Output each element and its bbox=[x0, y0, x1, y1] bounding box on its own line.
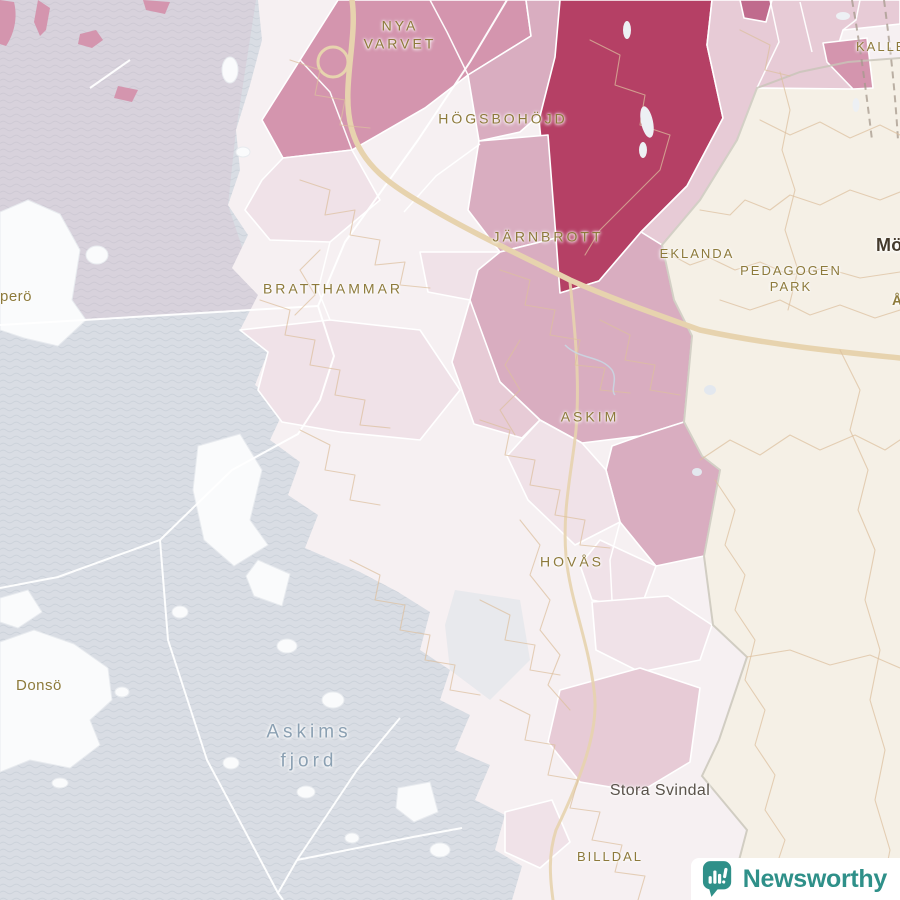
island bbox=[276, 638, 298, 654]
island bbox=[395, 781, 439, 823]
district bbox=[239, 319, 461, 441]
island bbox=[296, 785, 316, 799]
map-label-askim: ASKIM bbox=[560, 408, 620, 425]
district bbox=[244, 149, 381, 243]
label-line: PARK bbox=[769, 279, 813, 294]
island bbox=[321, 691, 345, 709]
district bbox=[591, 595, 713, 673]
island-donso bbox=[0, 629, 113, 773]
pink-islet bbox=[0, 0, 16, 46]
label-line: NYA bbox=[381, 17, 419, 34]
district bbox=[739, 0, 773, 23]
district bbox=[504, 799, 571, 869]
neighbor-municipality-land bbox=[662, 58, 900, 900]
water-boundaries bbox=[0, 0, 508, 900]
pink-islet bbox=[114, 86, 138, 102]
island bbox=[192, 433, 269, 567]
municipal-border bbox=[660, 57, 900, 900]
map-label-askims-fjord: Askims fjord bbox=[266, 718, 351, 777]
district bbox=[506, 419, 621, 546]
map-label-bratthammar: BRATTHAMMAR bbox=[262, 280, 404, 297]
island bbox=[171, 605, 189, 619]
railway bbox=[851, 0, 873, 141]
pink-islet bbox=[34, 0, 50, 36]
district-layer bbox=[0, 0, 900, 869]
label-line: PEDAGOGEN bbox=[740, 262, 842, 278]
pink-islet bbox=[78, 30, 103, 48]
highway-interchange bbox=[316, 45, 350, 79]
label-line: fjord bbox=[280, 751, 338, 772]
stream bbox=[564, 344, 616, 396]
island bbox=[245, 559, 291, 607]
route-158 bbox=[548, 280, 597, 900]
map-label-hovas: HOVÅS bbox=[539, 553, 605, 570]
island bbox=[51, 777, 69, 789]
lakes bbox=[623, 12, 860, 476]
map-label-stora-svindal: Stora Svindal bbox=[609, 782, 711, 799]
island-layer bbox=[0, 56, 451, 858]
bar-chart-pin-icon bbox=[702, 861, 731, 897]
road-layer bbox=[259, 0, 900, 900]
pink-islet bbox=[143, 0, 170, 14]
highway bbox=[345, 0, 900, 361]
map-label-donso: Donsö bbox=[16, 677, 62, 694]
label-line: Askims bbox=[266, 721, 352, 743]
map-label-molndal: Mö bbox=[876, 235, 900, 255]
district bbox=[451, 299, 541, 439]
island bbox=[0, 589, 43, 629]
island bbox=[221, 56, 239, 84]
map-label-kallebck: KALLEB bbox=[856, 39, 900, 54]
map-label-jarnbrott: JÄRNBROTT bbox=[492, 228, 604, 245]
island bbox=[235, 146, 251, 158]
map-label-aspero-partial: perö bbox=[0, 288, 33, 305]
island-aspero bbox=[0, 199, 87, 347]
island bbox=[114, 686, 130, 698]
map-label-nya-varvet: NYA VARVET bbox=[364, 18, 437, 53]
island bbox=[85, 245, 109, 265]
brand-name: Newsworthy bbox=[742, 864, 888, 893]
water-tint bbox=[0, 0, 318, 325]
island bbox=[429, 842, 451, 858]
map-label-pedagogen-park: PEDAGOGEN PARK bbox=[740, 263, 842, 296]
railway bbox=[883, 0, 899, 141]
map-label-a-partial: Å bbox=[892, 292, 900, 308]
map-label-eklanda: EKLANDA bbox=[659, 245, 735, 261]
map-label-hogsbohojd: HÖGSBOHÖJD bbox=[438, 110, 568, 127]
label-line: VARVET bbox=[363, 35, 437, 51]
island bbox=[222, 756, 240, 770]
nature-area bbox=[445, 590, 530, 700]
map-label-billdal: BILLDAL bbox=[576, 848, 644, 864]
island bbox=[344, 832, 360, 844]
newsworthy-attribution[interactable]: Newsworthy bbox=[690, 858, 900, 900]
